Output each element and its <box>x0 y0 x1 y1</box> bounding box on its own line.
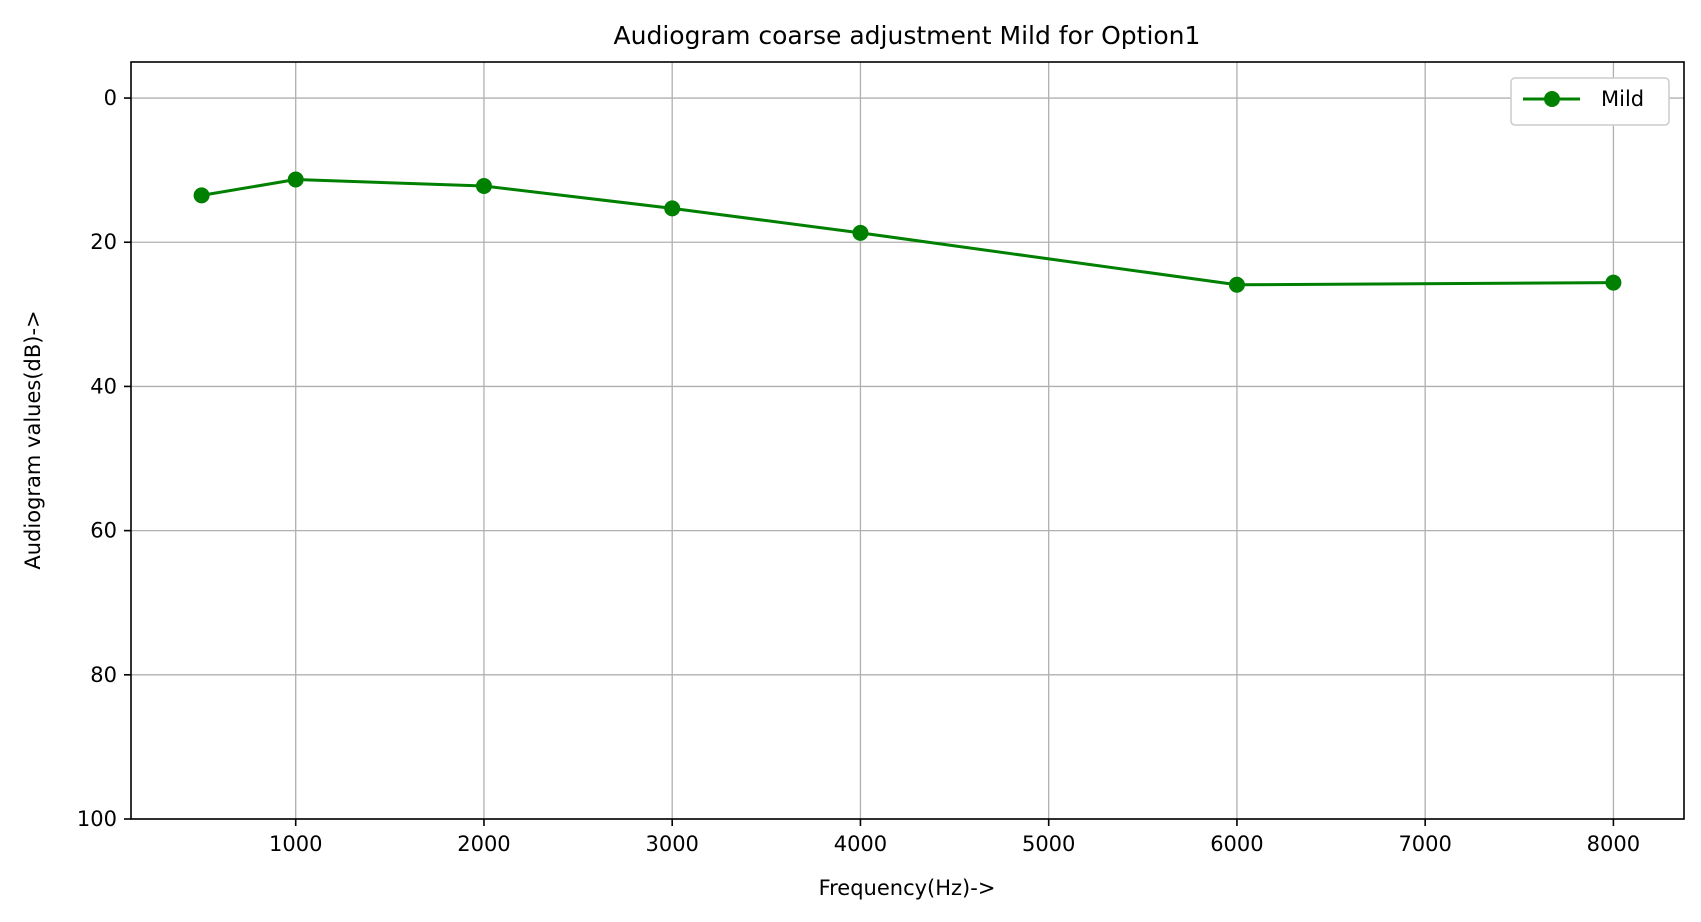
x-axis-label: Frequency(Hz)-> <box>819 876 996 900</box>
x-tick-label-8000: 8000 <box>1587 832 1640 856</box>
x-tick-label-1000: 1000 <box>269 832 322 856</box>
y-axis-label: Audiogram values(dB)-> <box>21 310 45 569</box>
y-tick-label-20: 20 <box>90 230 117 254</box>
y-tick-label-80: 80 <box>90 663 117 687</box>
y-tick-label-0: 0 <box>104 86 117 110</box>
legend-label-mild: Mild <box>1601 87 1644 111</box>
data-point-6000 <box>1228 276 1245 293</box>
legend-box <box>1510 77 1670 126</box>
data-point-500 <box>193 187 210 204</box>
series-layer <box>193 171 1622 293</box>
x-tick-label-3000: 3000 <box>645 832 698 856</box>
x-tick-label-4000: 4000 <box>834 832 887 856</box>
x-tick-label-2000: 2000 <box>457 832 510 856</box>
data-point-1000 <box>287 171 304 188</box>
y-tick-label-60: 60 <box>90 519 117 543</box>
data-point-3000 <box>664 200 681 217</box>
data-point-4000 <box>852 224 869 241</box>
y-tick-label-40: 40 <box>90 374 117 398</box>
axis-ticks: 1000 2000 3000 4000 5000 6000 7000 8000 0 20 40 60 8… <box>77 86 1640 856</box>
x-tick-label-6000: 6000 <box>1210 832 1263 856</box>
data-point-2000 <box>475 178 492 195</box>
data-point-8000 <box>1605 274 1622 291</box>
y-tick-label-100: 100 <box>77 807 117 831</box>
x-tick-label-5000: 5000 <box>1022 832 1075 856</box>
legend-marker-mild <box>1544 91 1560 107</box>
chart-title: Audiogram coarse adjustment Mild for Opt… <box>614 21 1201 50</box>
x-tick-label-7000: 7000 <box>1398 832 1451 856</box>
legend: Mild <box>1510 77 1670 126</box>
plot-frame <box>130 61 1685 820</box>
